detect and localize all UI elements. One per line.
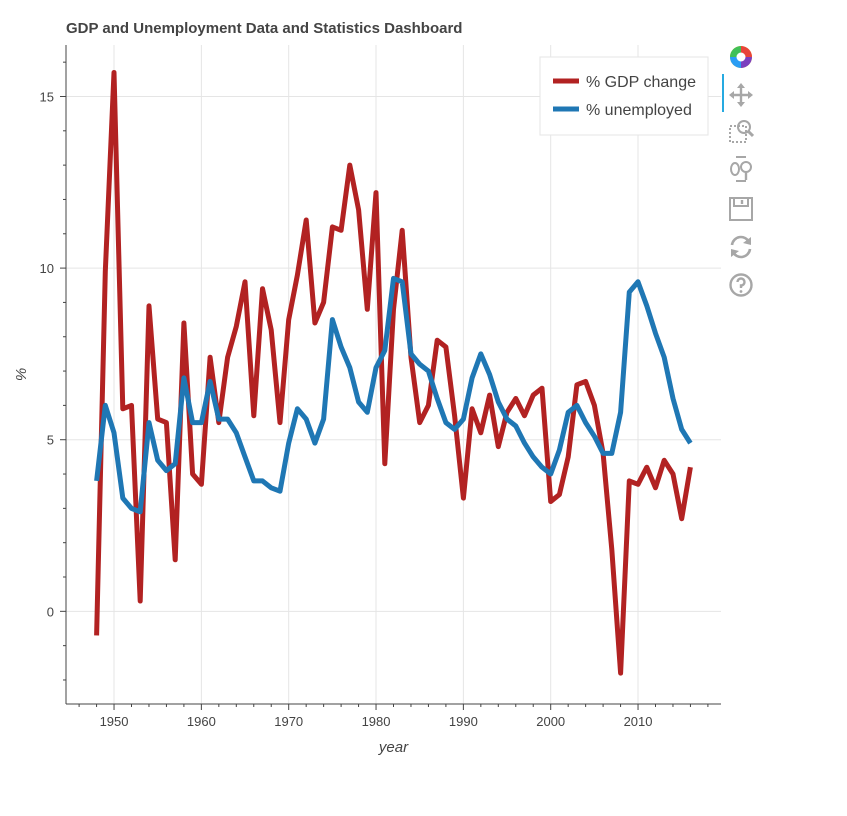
legend-label: % GDP change (586, 74, 696, 91)
y-tick-label: 0 (47, 604, 54, 619)
y-axis-label: % (13, 368, 30, 381)
legend-box (539, 56, 709, 136)
axes: 1950 1960 1970 1980 1990 2000 2010 0 5 10 15 year% (13, 45, 721, 756)
x-tick-label: 1950 (100, 714, 129, 729)
x-tick-label: 1960 (187, 714, 216, 729)
x-tick-label: 2000 (536, 714, 565, 729)
save-icon[interactable] (728, 196, 754, 222)
x-tick-label: 1990 (449, 714, 478, 729)
x-tick-label: 2010 (624, 714, 653, 729)
help-icon[interactable] (728, 272, 754, 298)
active-tool-indicator (722, 74, 724, 112)
series-line-gdp-change (94, 70, 693, 676)
y-tick-label: 15 (40, 89, 54, 104)
reset-icon[interactable] (728, 234, 754, 260)
bokeh-logo-icon[interactable] (728, 44, 754, 70)
y-tick-label: 5 (47, 433, 54, 448)
box-zoom-icon[interactable] (728, 118, 754, 144)
y-tick-label: 10 (40, 261, 54, 276)
series-line-unemployed (94, 275, 693, 515)
wheel-zoom-icon[interactable] (728, 156, 754, 182)
legend-label: % unemployed (586, 102, 692, 119)
plot-lines (94, 70, 693, 676)
x-axis-label: year (378, 739, 409, 756)
legend: % GDP change % unemployed (539, 56, 709, 136)
x-tick-label: 1980 (362, 714, 391, 729)
pan-icon[interactable] (728, 82, 754, 108)
chart-title: GDP and Unemployment Data and Statistics… (66, 20, 463, 37)
x-tick-label: 1970 (274, 714, 303, 729)
